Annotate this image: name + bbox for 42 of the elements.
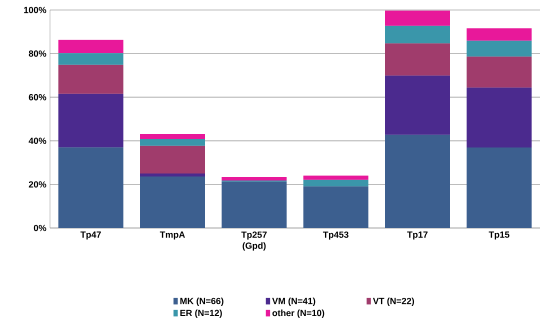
y-tick-label: 40% xyxy=(28,138,46,144)
bar xyxy=(140,139,205,146)
x-tick-label: Tp453 xyxy=(322,232,348,240)
bar xyxy=(466,88,532,148)
bar xyxy=(385,26,450,44)
bar xyxy=(58,94,124,148)
bar xyxy=(303,180,368,186)
bar xyxy=(140,174,205,177)
bar xyxy=(58,147,124,228)
x-tick-label: Tp47 xyxy=(80,232,101,240)
x-tick-label: TmpA xyxy=(160,232,185,240)
legend-label: other (N=10) xyxy=(272,310,324,318)
y-tick-label: 100% xyxy=(24,6,46,14)
bar xyxy=(222,182,287,228)
bar xyxy=(140,134,205,140)
x-tick-label: Tp257 (Gpd) xyxy=(241,232,267,251)
bar xyxy=(303,186,368,228)
bar xyxy=(466,28,532,41)
bar xyxy=(58,64,124,94)
x-tick-label: Tp15 xyxy=(488,232,510,240)
bar xyxy=(140,146,205,174)
y-tick-label: 80% xyxy=(28,50,46,57)
y-tick-label: 20% xyxy=(28,181,46,188)
bar xyxy=(385,134,450,228)
bar xyxy=(140,176,205,228)
bar xyxy=(466,56,532,88)
y-tick-label: 60% xyxy=(28,94,46,100)
legend-label: MK (N=66) xyxy=(180,298,224,306)
legend-label: ER (N=12) xyxy=(180,310,222,318)
bar xyxy=(58,40,124,54)
y-tick-label: 0% xyxy=(34,224,46,232)
legend-label: VM (N=41) xyxy=(272,298,316,306)
bar xyxy=(466,148,532,228)
legend-label: VT (N=22) xyxy=(372,298,414,306)
bar xyxy=(385,43,450,76)
bar xyxy=(466,40,532,57)
x-tick-label: Tp17 xyxy=(407,232,428,240)
bar xyxy=(303,176,368,180)
bar xyxy=(222,176,287,180)
bar xyxy=(385,76,450,135)
bar xyxy=(58,53,124,65)
bar xyxy=(385,10,450,26)
